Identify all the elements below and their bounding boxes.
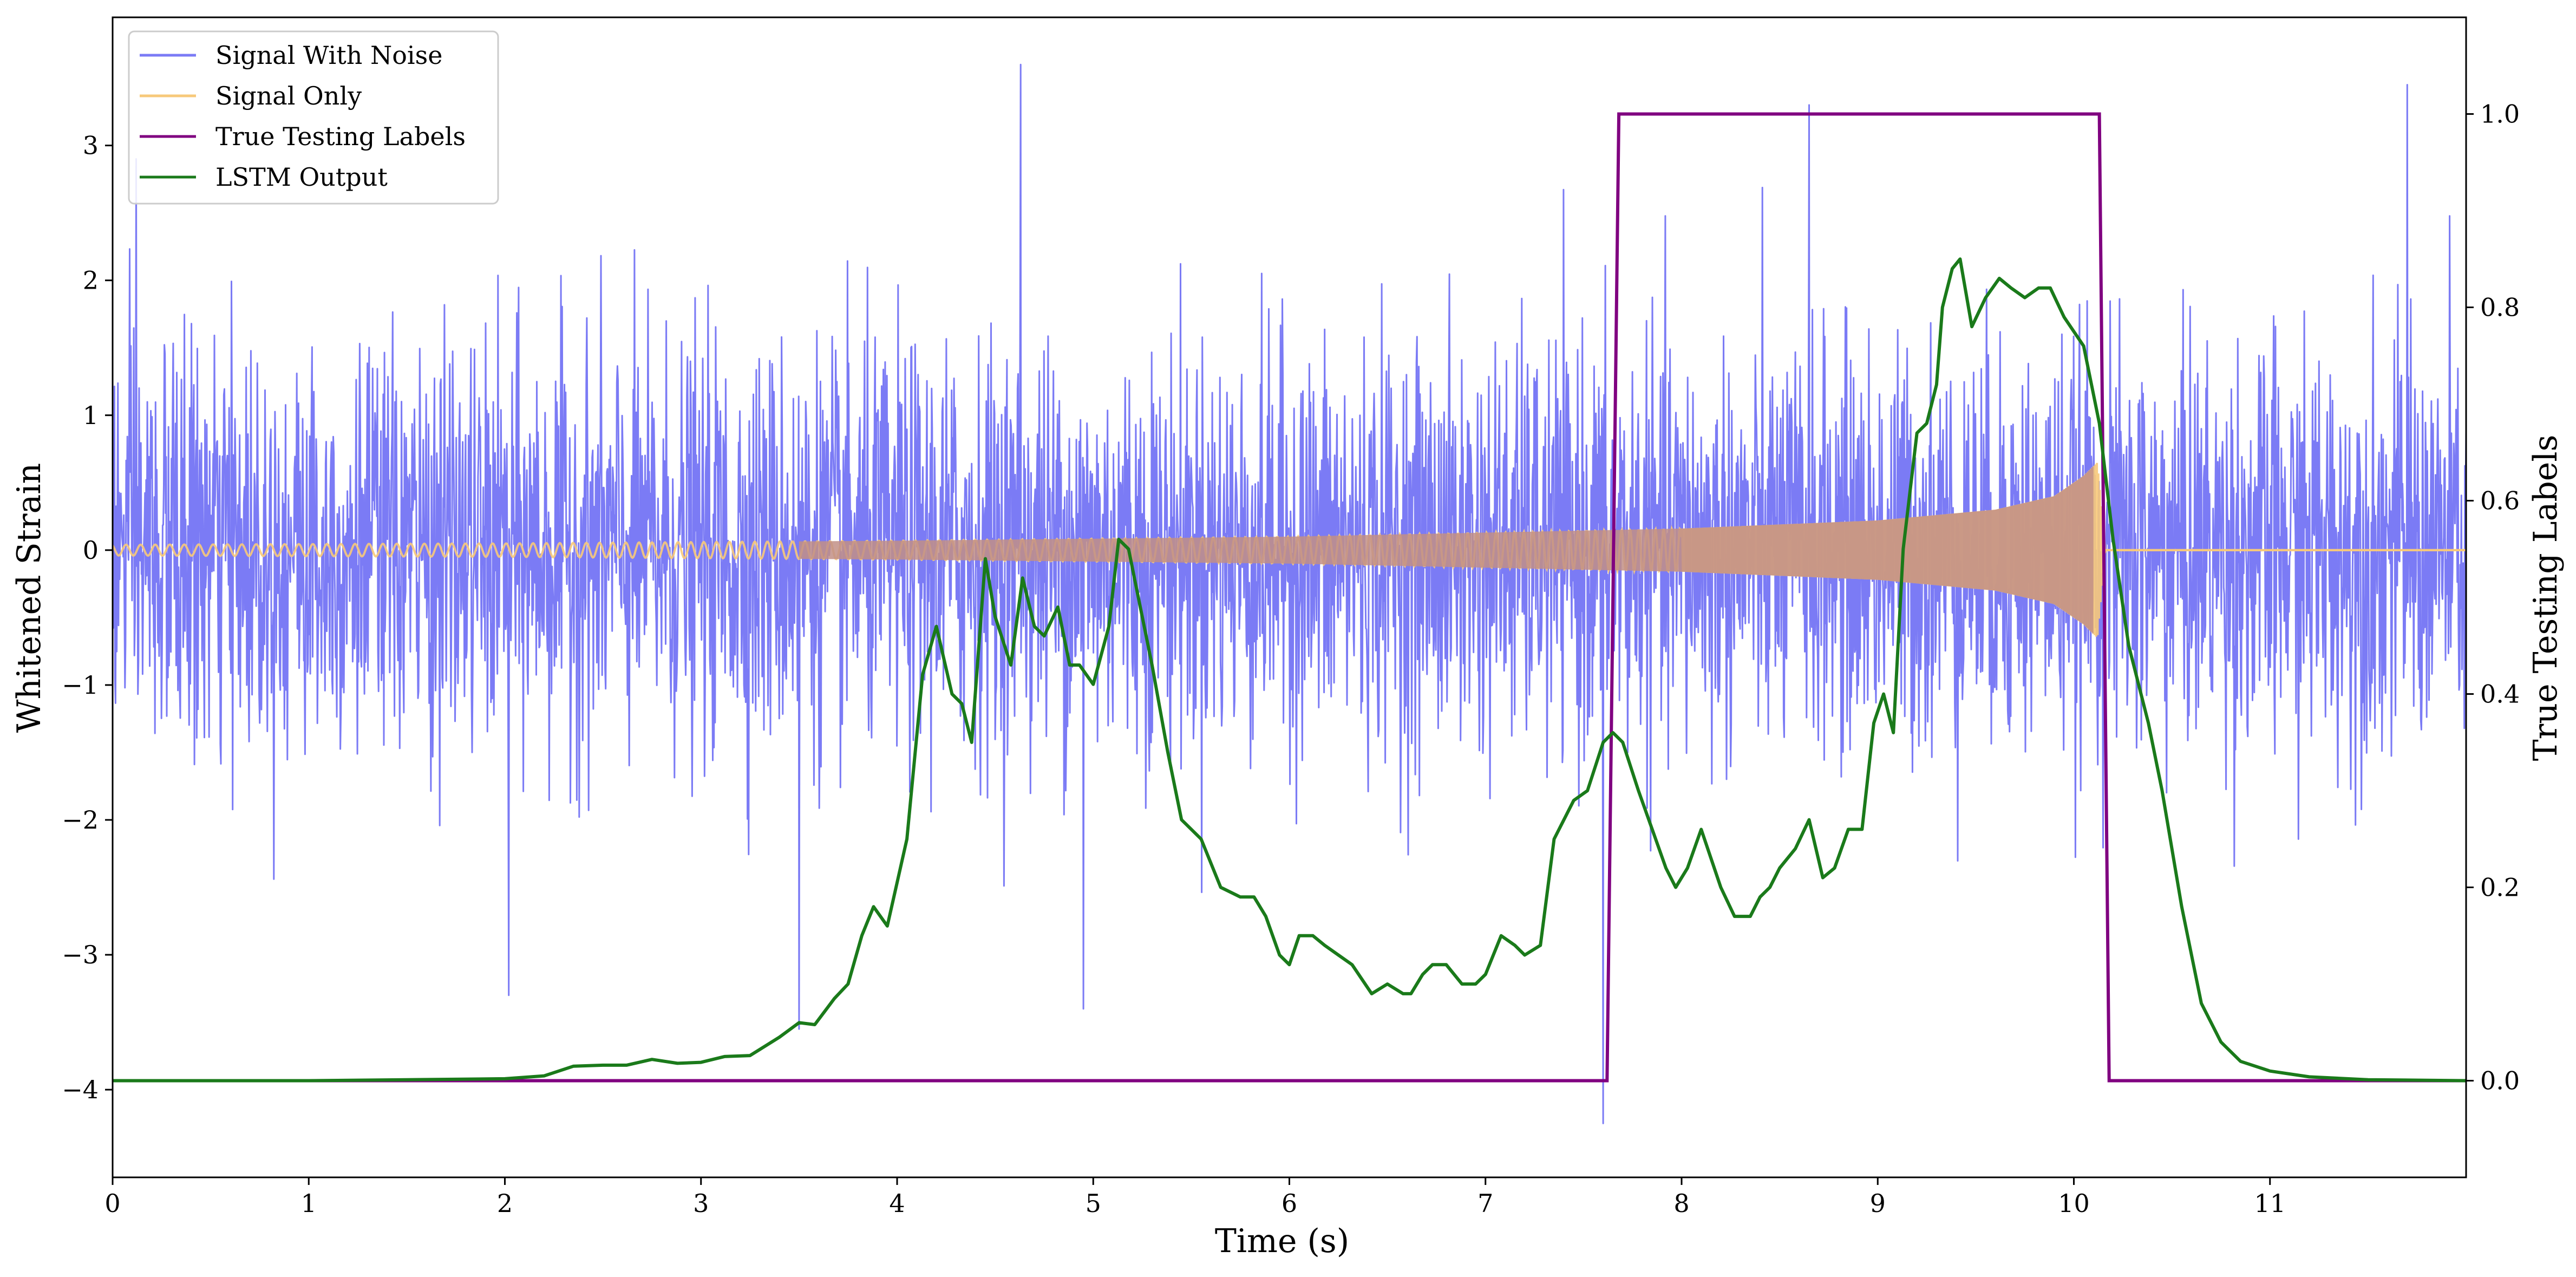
x-tick-label: 6 [1282,1189,1297,1218]
legend-label-labels: True Testing Labels [215,122,466,151]
legend: Signal With Noise Signal Only True Testi… [128,30,499,205]
y-right-tick-label: 0.4 [2480,680,2520,709]
y-axis-right-title: True Testing Labels [2527,435,2565,761]
y-left-tick-label: 3 [83,131,99,160]
y-axis-left: 3 2 1 0 −1 −2 −3 −4 [62,131,113,1104]
x-tick-label: 3 [693,1189,709,1218]
x-tick-label: 5 [1086,1189,1101,1218]
y-axis-right: 1.0 0.8 0.6 0.4 0.2 0.0 [2466,100,2520,1096]
y-right-tick-label: 0.8 [2480,293,2520,322]
x-tick-label: 9 [1870,1189,1886,1218]
y-right-tick-label: 0.6 [2480,486,2520,516]
y-left-tick-label: −2 [62,805,99,835]
x-tick-label: 8 [1673,1189,1689,1218]
y-right-tick-label: 0.0 [2480,1066,2520,1096]
y-left-tick-label: −1 [62,670,99,700]
y-left-tick-label: 0 [83,536,99,565]
series-true-testing-labels [113,112,2466,1083]
x-tick-label: 1 [301,1189,317,1218]
y-right-tick-label: 0.2 [2480,873,2520,902]
series-signal-with-noise [113,63,2466,1124]
x-tick-label: 7 [1477,1189,1493,1218]
y-axis-left-title: Whitened Strain [10,463,48,733]
legend-label-signal: Signal Only [215,81,362,110]
labels-series-layer [113,112,2466,1083]
x-tick-label: 10 [2058,1189,2090,1218]
y-right-tick-label: 1.0 [2480,100,2520,129]
series-lstm-output [113,257,2466,1083]
y-left-tick-label: −3 [62,940,99,969]
x-tick-label: 11 [2254,1189,2286,1218]
series-signal-only-envelope [799,466,2094,634]
x-axis: 0 1 2 3 4 5 6 7 8 9 10 11 [104,1177,2286,1218]
x-tick-label: 0 [104,1189,120,1218]
lstm-series-layer [113,257,2466,1083]
y-left-tick-label: 1 [83,401,99,430]
legend-box [128,30,499,205]
legend-label-lstm: LSTM Output [215,162,388,192]
y-left-tick-label: 2 [83,266,99,295]
x-axis-title: Time (s) [1215,1222,1349,1260]
signal-series-layer [113,462,2466,637]
legend-label-noise: Signal With Noise [215,41,442,70]
x-tick-label: 2 [497,1189,513,1218]
noise-series-layer [113,63,2466,1124]
x-tick-label: 4 [889,1189,905,1218]
y-left-tick-label: −4 [62,1075,99,1104]
